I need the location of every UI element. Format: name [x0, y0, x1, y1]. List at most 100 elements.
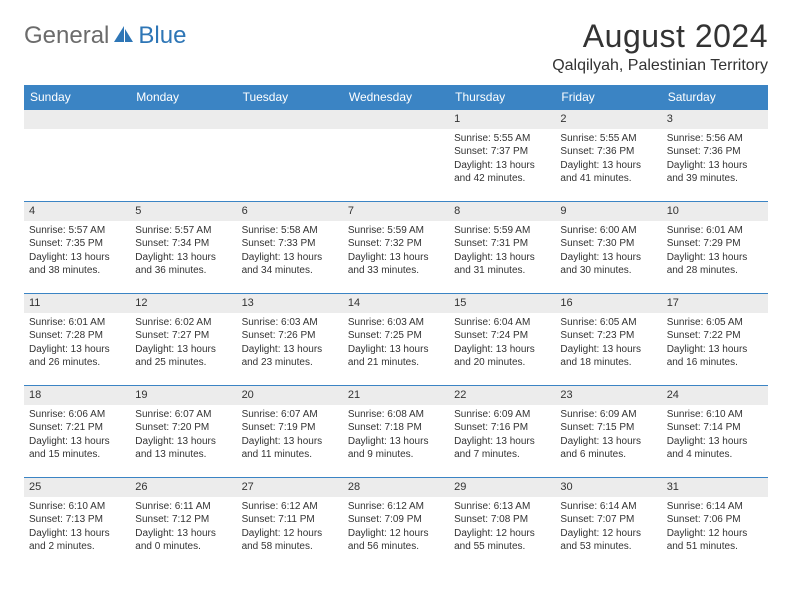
daylight-text-1: Daylight: 13 hours — [29, 527, 125, 541]
sunset-text: Sunset: 7:24 PM — [454, 329, 550, 343]
day-number: 14 — [343, 294, 449, 313]
sunset-text: Sunset: 7:19 PM — [242, 421, 338, 435]
daylight-text-1: Daylight: 13 hours — [135, 435, 231, 449]
sunset-text: Sunset: 7:32 PM — [348, 237, 444, 251]
month-title: August 2024 — [552, 18, 768, 55]
calendar-table: SundayMondayTuesdayWednesdayThursdayFrid… — [24, 85, 768, 570]
sunrise-text: Sunrise: 6:06 AM — [29, 408, 125, 422]
day-number — [343, 110, 449, 129]
daylight-text-1: Daylight: 12 hours — [560, 527, 656, 541]
daylight-text-1: Daylight: 13 hours — [135, 527, 231, 541]
sunset-text: Sunset: 7:11 PM — [242, 513, 338, 527]
sunset-text: Sunset: 7:37 PM — [454, 145, 550, 159]
sunrise-text: Sunrise: 6:09 AM — [454, 408, 550, 422]
daylight-text-2: and 2 minutes. — [29, 540, 125, 554]
daylight-text-2: and 25 minutes. — [135, 356, 231, 370]
daylight-text-1: Daylight: 13 hours — [242, 251, 338, 265]
calendar-day-cell: 15Sunrise: 6:04 AMSunset: 7:24 PMDayligh… — [449, 294, 555, 386]
daylight-text-1: Daylight: 13 hours — [667, 343, 763, 357]
sunset-text: Sunset: 7:29 PM — [667, 237, 763, 251]
sunset-text: Sunset: 7:26 PM — [242, 329, 338, 343]
day-details: Sunrise: 5:55 AMSunset: 7:37 PMDaylight:… — [449, 129, 555, 190]
day-number: 31 — [662, 478, 768, 497]
daylight-text-2: and 21 minutes. — [348, 356, 444, 370]
weekday-header: Tuesday — [237, 85, 343, 110]
day-number: 5 — [130, 202, 236, 221]
sunset-text: Sunset: 7:07 PM — [560, 513, 656, 527]
sunrise-text: Sunrise: 6:10 AM — [29, 500, 125, 514]
day-number — [237, 110, 343, 129]
day-number: 24 — [662, 386, 768, 405]
daylight-text-2: and 0 minutes. — [135, 540, 231, 554]
sunrise-text: Sunrise: 6:14 AM — [667, 500, 763, 514]
daylight-text-1: Daylight: 13 hours — [667, 251, 763, 265]
daylight-text-2: and 41 minutes. — [560, 172, 656, 186]
calendar-day-cell: 11Sunrise: 6:01 AMSunset: 7:28 PMDayligh… — [24, 294, 130, 386]
daylight-text-2: and 58 minutes. — [242, 540, 338, 554]
calendar-day-cell: 21Sunrise: 6:08 AMSunset: 7:18 PMDayligh… — [343, 386, 449, 478]
daylight-text-2: and 15 minutes. — [29, 448, 125, 462]
sunrise-text: Sunrise: 6:03 AM — [348, 316, 444, 330]
sunrise-text: Sunrise: 6:01 AM — [667, 224, 763, 238]
daylight-text-2: and 18 minutes. — [560, 356, 656, 370]
calendar-day-cell: 27Sunrise: 6:12 AMSunset: 7:11 PMDayligh… — [237, 478, 343, 570]
calendar-day-cell: 25Sunrise: 6:10 AMSunset: 7:13 PMDayligh… — [24, 478, 130, 570]
day-details: Sunrise: 6:05 AMSunset: 7:22 PMDaylight:… — [662, 313, 768, 374]
sunrise-text: Sunrise: 6:00 AM — [560, 224, 656, 238]
sunset-text: Sunset: 7:30 PM — [560, 237, 656, 251]
calendar-day-cell: 5Sunrise: 5:57 AMSunset: 7:34 PMDaylight… — [130, 202, 236, 294]
day-details: Sunrise: 6:14 AMSunset: 7:06 PMDaylight:… — [662, 497, 768, 558]
calendar-day-cell: 28Sunrise: 6:12 AMSunset: 7:09 PMDayligh… — [343, 478, 449, 570]
daylight-text-1: Daylight: 13 hours — [454, 435, 550, 449]
daylight-text-2: and 4 minutes. — [667, 448, 763, 462]
daylight-text-2: and 31 minutes. — [454, 264, 550, 278]
day-number — [130, 110, 236, 129]
sunrise-text: Sunrise: 6:05 AM — [667, 316, 763, 330]
sunrise-text: Sunrise: 5:57 AM — [29, 224, 125, 238]
daylight-text-1: Daylight: 13 hours — [242, 435, 338, 449]
day-number: 27 — [237, 478, 343, 497]
day-details: Sunrise: 6:14 AMSunset: 7:07 PMDaylight:… — [555, 497, 661, 558]
day-details: Sunrise: 6:05 AMSunset: 7:23 PMDaylight:… — [555, 313, 661, 374]
daylight-text-2: and 6 minutes. — [560, 448, 656, 462]
calendar-week-row: 25Sunrise: 6:10 AMSunset: 7:13 PMDayligh… — [24, 478, 768, 570]
day-details: Sunrise: 6:08 AMSunset: 7:18 PMDaylight:… — [343, 405, 449, 466]
weekday-header: Friday — [555, 85, 661, 110]
daylight-text-1: Daylight: 12 hours — [667, 527, 763, 541]
day-details: Sunrise: 6:09 AMSunset: 7:16 PMDaylight:… — [449, 405, 555, 466]
daylight-text-2: and 33 minutes. — [348, 264, 444, 278]
calendar-day-cell: 6Sunrise: 5:58 AMSunset: 7:33 PMDaylight… — [237, 202, 343, 294]
calendar-day-cell: 31Sunrise: 6:14 AMSunset: 7:06 PMDayligh… — [662, 478, 768, 570]
sunrise-text: Sunrise: 6:10 AM — [667, 408, 763, 422]
daylight-text-2: and 51 minutes. — [667, 540, 763, 554]
daylight-text-2: and 36 minutes. — [135, 264, 231, 278]
day-details: Sunrise: 6:10 AMSunset: 7:13 PMDaylight:… — [24, 497, 130, 558]
day-details: Sunrise: 6:02 AMSunset: 7:27 PMDaylight:… — [130, 313, 236, 374]
day-number: 2 — [555, 110, 661, 129]
daylight-text-1: Daylight: 13 hours — [29, 435, 125, 449]
sunrise-text: Sunrise: 6:01 AM — [29, 316, 125, 330]
sunrise-text: Sunrise: 6:07 AM — [135, 408, 231, 422]
weekday-header: Sunday — [24, 85, 130, 110]
calendar-day-cell: 2Sunrise: 5:55 AMSunset: 7:36 PMDaylight… — [555, 110, 661, 202]
calendar-day-cell: 18Sunrise: 6:06 AMSunset: 7:21 PMDayligh… — [24, 386, 130, 478]
day-number: 9 — [555, 202, 661, 221]
sunset-text: Sunset: 7:23 PM — [560, 329, 656, 343]
day-number: 22 — [449, 386, 555, 405]
calendar-week-row: 11Sunrise: 6:01 AMSunset: 7:28 PMDayligh… — [24, 294, 768, 386]
calendar-day-cell: 3Sunrise: 5:56 AMSunset: 7:36 PMDaylight… — [662, 110, 768, 202]
daylight-text-2: and 26 minutes. — [29, 356, 125, 370]
day-details: Sunrise: 6:03 AMSunset: 7:25 PMDaylight:… — [343, 313, 449, 374]
sunrise-text: Sunrise: 6:03 AM — [242, 316, 338, 330]
daylight-text-1: Daylight: 13 hours — [667, 435, 763, 449]
day-number: 26 — [130, 478, 236, 497]
calendar-day-cell: 24Sunrise: 6:10 AMSunset: 7:14 PMDayligh… — [662, 386, 768, 478]
day-details: Sunrise: 5:57 AMSunset: 7:34 PMDaylight:… — [130, 221, 236, 282]
sunrise-text: Sunrise: 6:04 AM — [454, 316, 550, 330]
calendar-day-cell: 12Sunrise: 6:02 AMSunset: 7:27 PMDayligh… — [130, 294, 236, 386]
weekday-header: Monday — [130, 85, 236, 110]
logo-sail-icon — [113, 24, 135, 49]
day-number: 13 — [237, 294, 343, 313]
daylight-text-1: Daylight: 13 hours — [560, 343, 656, 357]
weekday-header-row: SundayMondayTuesdayWednesdayThursdayFrid… — [24, 85, 768, 110]
